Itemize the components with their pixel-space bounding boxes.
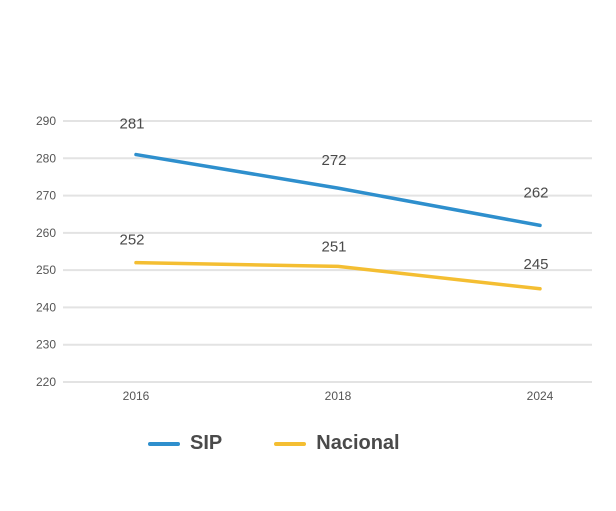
legend-label-nacional: Nacional [316, 432, 400, 454]
y-tick-label-220: 220 [36, 375, 56, 389]
y-tick-label-290: 290 [36, 114, 56, 128]
y-tick-label-270: 270 [36, 189, 56, 203]
y-tick-label-250: 250 [36, 263, 56, 277]
y-tick-label-230: 230 [36, 338, 56, 352]
data-label-sip-2018: 272 [321, 152, 346, 169]
y-tick-label-240: 240 [36, 300, 56, 314]
x-tick-label-2016: 2016 [123, 389, 150, 403]
x-tick-label-2024: 2024 [527, 389, 554, 403]
data-label-sip-2016: 281 [119, 116, 144, 133]
y-tick-label-280: 280 [36, 151, 56, 165]
y-axis-ticks: 220 230 240 250 260 270 280 290 [36, 114, 56, 389]
legend-swatch-nacional [274, 441, 307, 446]
y-tick-label-260: 260 [36, 226, 56, 240]
x-tick-label-2018: 2018 [325, 389, 352, 403]
x-axis-ticks: 2016 2018 2024 [123, 389, 554, 403]
data-labels: 281 272 262 252 251 245 [119, 116, 548, 273]
legend-swatch-sip [148, 441, 180, 446]
legend-item-nacional: Nacional [274, 432, 400, 455]
data-label-sip-2024: 262 [523, 184, 548, 201]
series-lines [134, 152, 542, 291]
data-label-nacional-2016: 252 [119, 232, 144, 249]
legend: SIP Nacional [148, 432, 452, 455]
data-label-nacional-2018: 251 [321, 238, 346, 255]
data-label-nacional-2024: 245 [523, 256, 548, 273]
legend-item-sip: SIP [148, 432, 222, 455]
legend-label-sip: SIP [190, 432, 223, 454]
series-line-nacional [134, 260, 542, 291]
